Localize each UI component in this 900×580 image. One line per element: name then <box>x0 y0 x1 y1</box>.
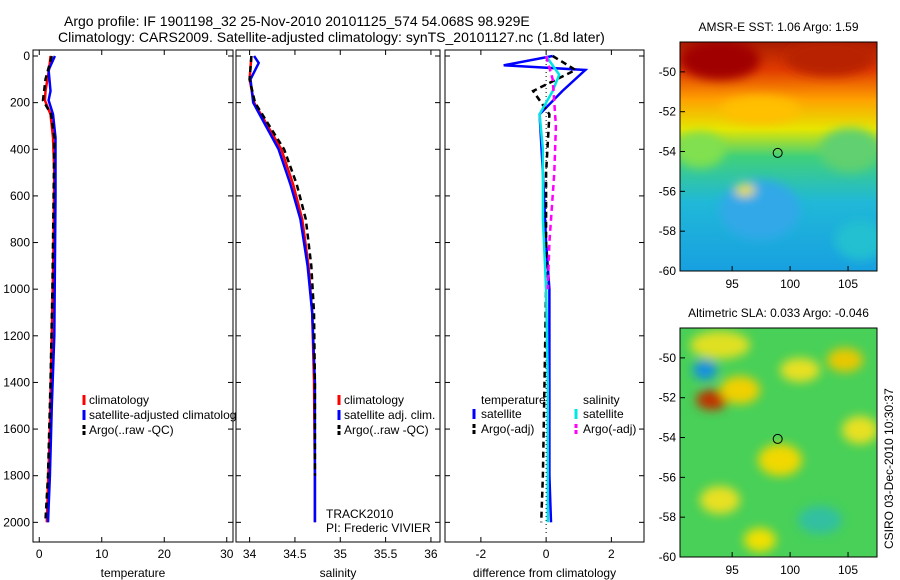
y-tick-label: -58 <box>659 510 677 524</box>
x-tick-label: 105 <box>838 277 858 291</box>
map-frame <box>679 327 878 558</box>
y-tick-label: 1000 <box>3 282 30 296</box>
map-title: Altimetric SLA: 0.033 Argo: -0.046 <box>688 306 869 320</box>
legend-title: temperature <box>481 393 546 407</box>
y-tick-label: 600 <box>10 189 30 203</box>
side-label: CSIRO 03-Dec-2010 10:30:37 <box>882 388 896 549</box>
legend-label: climatology <box>89 393 149 407</box>
legend-label: Argo(-adj) <box>481 422 534 436</box>
x-tick-label: 2 <box>608 547 615 561</box>
y-tick-label: 400 <box>10 142 30 156</box>
y-tick-label: -56 <box>659 470 677 484</box>
x-tick-label: 30 <box>220 547 234 561</box>
map-title: AMSR-E SST: 1.06 Argo: 1.59 <box>698 20 858 34</box>
legend-label: climatology <box>344 393 404 407</box>
annotation-line: PI: Frederic VIVIER <box>326 521 431 535</box>
x-tick-label: 34.5 <box>283 547 307 561</box>
y-tick-label: -50 <box>659 65 677 79</box>
y-tick-label: -58 <box>659 224 677 238</box>
annotation-line: TRACK2010 <box>326 507 394 521</box>
x-tick-label: 34 <box>243 547 257 561</box>
x-tick-label: 0 <box>36 547 43 561</box>
x-axis-label: salinity <box>320 566 357 580</box>
profile-panel-1: 0 10 20 30 temperature 0 200 400 600 800 1000 1200 1… <box>3 49 233 580</box>
header-line1: Argo profile: IF 1901198_32 25-Nov-2010 … <box>64 13 530 29</box>
sst-map-axes: AMSR-E SST: 1.06 Argo: 1.59 95 100 105 -50 -5… <box>659 20 878 291</box>
map-frame <box>679 41 878 272</box>
series-line-satellite-adjusted-climatology <box>46 55 57 523</box>
y-tick-label: 1200 <box>3 329 30 343</box>
y-tick-label: -60 <box>659 550 677 564</box>
header-line2: Climatology: CARS2009. Satellite-adjuste… <box>58 29 605 45</box>
argo-position-marker <box>772 433 783 444</box>
legend-title: salinity <box>583 393 620 407</box>
y-tick-label: -56 <box>659 184 677 198</box>
panel-frame <box>32 49 234 543</box>
y-tick-label: -54 <box>659 145 677 159</box>
y-tick-label: -52 <box>659 391 677 405</box>
profile-panel-2: 34 34.5 35 35.5 36 salinity <box>235 49 441 580</box>
x-tick-label: 36 <box>424 547 438 561</box>
y-tick-label: -54 <box>659 431 677 445</box>
x-tick-label: 95 <box>725 563 739 577</box>
legend-label: satellite adj. clim. <box>344 408 435 422</box>
x-axis-label: difference from climatology <box>473 566 616 580</box>
series-line-temperature-argo-adj- <box>531 54 579 523</box>
x-tick-label: 95 <box>725 277 739 291</box>
x-tick-label: 100 <box>780 563 800 577</box>
y-tick-label: 1800 <box>3 469 30 483</box>
sla-map <box>680 328 877 557</box>
legend-label: Argo(-adj) <box>583 422 636 436</box>
sst-map <box>680 42 877 271</box>
x-tick-label: 35.5 <box>374 547 398 561</box>
argo-position-marker <box>772 147 783 158</box>
legend-label: satellite <box>481 407 522 421</box>
y-tick-label: 1600 <box>3 422 30 436</box>
y-tick-label: 0 <box>23 49 30 63</box>
x-tick-label: 10 <box>95 547 109 561</box>
series-line-salinity-satellite <box>538 55 561 523</box>
legend-label: Argo(..raw -QC) <box>89 423 174 437</box>
series-line-argo <box>248 55 317 476</box>
sla-map-axes: Altimetric SLA: 0.033 Argo: -0.046 95 100 1… <box>659 306 878 577</box>
x-axis-label: temperature <box>101 566 166 580</box>
panel-frame <box>444 49 645 543</box>
series-line-salinity-argo-adj- <box>544 55 558 290</box>
y-tick-label: -60 <box>659 264 677 278</box>
series-line-argo <box>41 55 56 521</box>
x-tick-label: 100 <box>780 277 800 291</box>
x-tick-label: 0 <box>543 547 550 561</box>
x-tick-label: 20 <box>158 547 172 561</box>
profile-panel-3: -2 0 2 difference from climatology <box>444 49 645 580</box>
legend-label: satellite <box>583 407 624 421</box>
y-tick-label: 1400 <box>3 375 30 389</box>
x-tick-label: 105 <box>838 563 858 577</box>
y-tick-label: 200 <box>10 96 30 110</box>
y-tick-label: -50 <box>659 351 677 365</box>
legend: temperature salinitysatelliteArgo(-adj)sa… <box>472 393 636 436</box>
y-tick-label: -52 <box>659 105 677 119</box>
legend-label: satellite-adjusted climatolog <box>89 408 236 422</box>
legend-label: Argo(..raw -QC) <box>344 423 429 437</box>
x-tick-label: -2 <box>476 547 487 561</box>
y-tick-label: 800 <box>10 236 30 250</box>
x-tick-label: 35 <box>334 547 348 561</box>
y-tick-label: 2000 <box>3 515 30 529</box>
